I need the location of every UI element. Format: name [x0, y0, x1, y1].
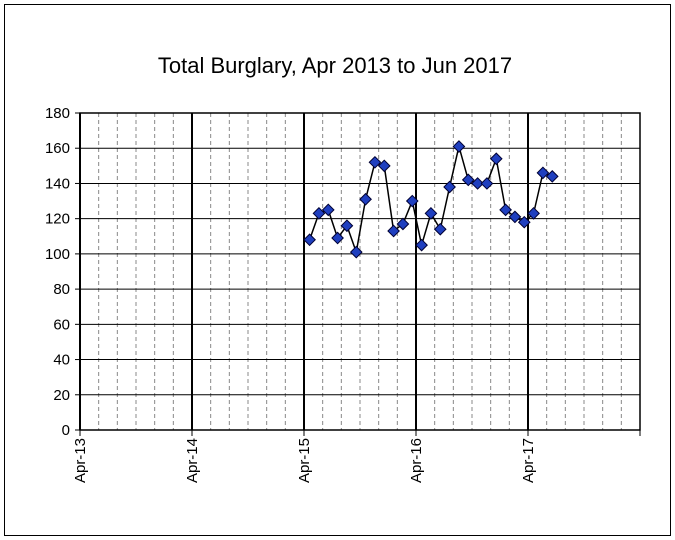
y-tick-label: 160	[45, 140, 70, 157]
y-tick-label: 0	[62, 422, 70, 439]
data-point	[405, 194, 419, 208]
x-tick-label: Apr-17	[520, 438, 537, 483]
y-tick-label: 180	[45, 105, 70, 122]
y-tick-label: 120	[45, 211, 70, 228]
data-point	[312, 207, 326, 220]
x-tick-label: Apr-13	[72, 438, 89, 483]
x-tick-label: Apr-14	[184, 438, 201, 483]
data-point	[396, 217, 410, 231]
data-point	[415, 238, 428, 252]
data-point	[536, 166, 550, 180]
y-tick-label: 60	[53, 316, 70, 333]
data-point	[424, 207, 438, 220]
data-point	[545, 170, 559, 183]
x-tick-label: Apr-15	[296, 438, 313, 483]
data-point	[387, 224, 400, 238]
data-point	[359, 192, 372, 206]
data-point	[321, 203, 335, 217]
y-tick-label: 40	[53, 352, 70, 369]
data-point	[340, 219, 354, 233]
data-point	[443, 180, 456, 194]
data-point	[489, 152, 503, 166]
x-tick-label: Apr-16	[408, 438, 425, 483]
data-point	[331, 231, 344, 245]
data-point	[471, 177, 484, 190]
data-point	[499, 203, 512, 217]
data-point	[349, 245, 363, 259]
data-point	[461, 173, 475, 187]
chart-title: Total Burglary, Apr 2013 to Jun 2017	[158, 53, 512, 78]
chart-border	[4, 4, 671, 536]
data-point	[508, 210, 522, 224]
data-point	[527, 207, 540, 220]
y-tick-label: 80	[53, 281, 70, 298]
data-point	[517, 215, 531, 229]
y-tick-label: 140	[45, 175, 70, 192]
data-point	[480, 177, 494, 190]
data-point	[452, 140, 466, 153]
data-point	[303, 233, 316, 247]
data-point	[377, 159, 391, 173]
data-point	[433, 222, 447, 236]
plot-frame	[79, 112, 641, 431]
y-tick-label: 20	[53, 387, 70, 404]
data-point	[368, 155, 382, 169]
y-tick-label: 100	[45, 246, 70, 263]
